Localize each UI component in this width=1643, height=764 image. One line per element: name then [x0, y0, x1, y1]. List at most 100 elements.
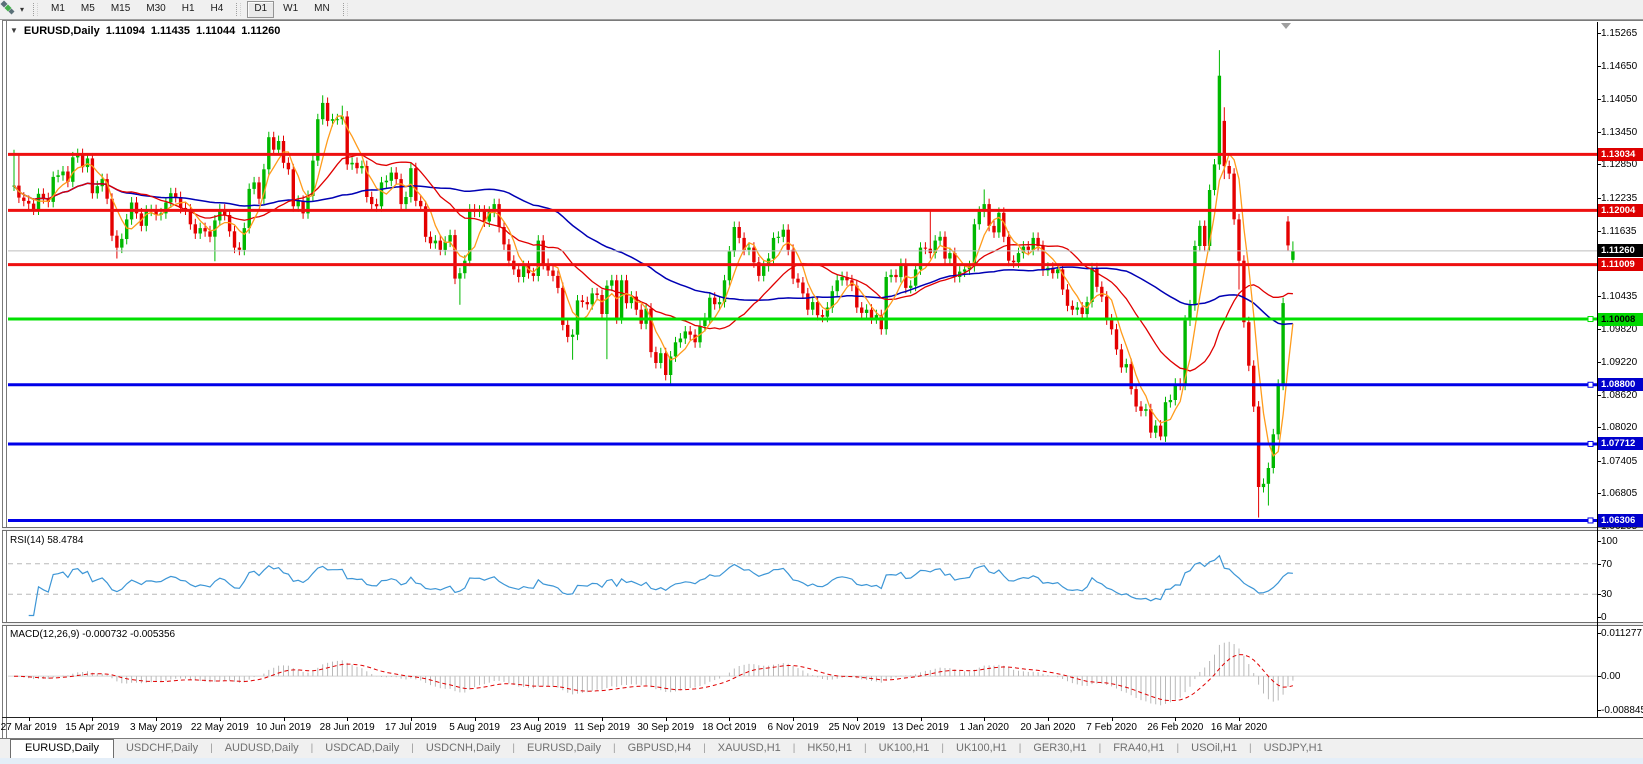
status-strip [0, 758, 1643, 764]
tab-separator: | [1176, 743, 1180, 754]
title-symbol-period: EURUSD,Daily [23, 25, 100, 37]
price-tick-label: 1.12850 [1601, 159, 1638, 171]
price-tick-label: 1.09820 [1601, 324, 1638, 336]
chart-tab-usdchf-daily[interactable]: USDCHF,Daily [125, 742, 199, 754]
price-tick-mark [1597, 295, 1601, 297]
macd-tick-label: -0.008845 [1601, 705, 1643, 716]
macd-tick-mark [1597, 710, 1601, 711]
macd-tick-mark [1597, 633, 1601, 634]
chart-tab-uk100-h1[interactable]: UK100,H1 [956, 742, 1007, 754]
price-tick-mark [1597, 329, 1601, 331]
date-tick-label: 23 Aug 2019 [510, 722, 567, 733]
timeframe-button-w1[interactable]: W1 [283, 3, 299, 14]
date-tick-mark [347, 717, 349, 721]
price-tick-label: 1.14650 [1601, 61, 1638, 73]
pane-separator-macd[interactable] [2, 622, 1643, 626]
tab-separator: | [864, 743, 867, 754]
chart-tab-usdcad-daily[interactable]: USDCAD,Daily [325, 742, 400, 754]
tab-separator: | [512, 743, 516, 754]
ma-line-5 [13, 115, 1294, 458]
date-tick-mark [984, 717, 986, 721]
date-tick-label: 11 Sep 2019 [574, 722, 630, 733]
date-tick-label: 26 Feb 2020 [1147, 722, 1204, 733]
timeframe-buttons: M1 M5 M15 M30 H1 H4 D1 W1 MN [43, 1, 353, 18]
rsi-tick-label: 70 [1601, 558, 1613, 570]
level-price-label-1.11009: 1.11009 [1598, 258, 1643, 272]
chart-tab-gbpusd-h4[interactable]: GBPUSD,H4 [627, 742, 692, 754]
date-tick-mark [920, 717, 922, 721]
date-tick-mark [92, 717, 94, 721]
rsi-line [28, 554, 1293, 617]
price-tick-label: 1.09220 [1601, 356, 1638, 368]
pane-separator-rsi[interactable] [2, 527, 1643, 531]
macd-tick-label: 0.00 [1601, 671, 1621, 683]
timeframe-button-m5[interactable]: M5 [80, 3, 95, 14]
timeframe-button-mn[interactable]: MN [314, 3, 330, 14]
tab-separator: | [703, 743, 706, 754]
chart-objects-icon[interactable] [0, 0, 19, 17]
timeframe-button-d1[interactable]: D1 [247, 1, 275, 18]
rsi-indicator-label: RSI(14) 58.4784 [10, 535, 84, 546]
tab-separator: | [210, 743, 213, 754]
horizontal-lines[interactable] [8, 152, 1597, 524]
date-tick-label: 1 Jan 2020 [959, 722, 1009, 733]
date-tick-label: 13 Dec 2019 [892, 722, 949, 733]
chart-tab-xauusd-h1[interactable]: XAUUSD,H1 [717, 742, 781, 754]
chart-tab-fra40-h1[interactable]: FRA40,H1 [1113, 742, 1165, 754]
timeframe-button-h4[interactable]: H4 [210, 3, 224, 14]
macd-pane [8, 641, 1597, 706]
price-tick-label: 1.14050 [1601, 94, 1638, 106]
timeframe-button-m1[interactable]: M1 [51, 3, 65, 14]
chart-tab-uk100-h1[interactable]: UK100,H1 [878, 742, 930, 754]
chart-tab-eurusd-daily[interactable]: EURUSD,Daily [527, 742, 601, 754]
date-tick-mark [1239, 717, 1240, 721]
date-tick-mark [602, 717, 603, 721]
hline-handle [1587, 381, 1594, 388]
date-tick-mark [793, 717, 795, 721]
chart-tab-audusd-daily[interactable]: AUDUSD,Daily [224, 742, 299, 754]
price-tick-mark [1597, 131, 1601, 133]
price-axis-line [1597, 22, 1598, 717]
timeframe-button-h1[interactable]: H1 [181, 3, 195, 14]
window-border-left-inner [6, 21, 7, 738]
toolbar-grip [236, 3, 242, 16]
level-price-label-1.12004: 1.12004 [1598, 203, 1643, 217]
hline-handle [1587, 316, 1594, 323]
dropdown-arrow-icon[interactable]: ▾ [20, 5, 25, 14]
chart-tab-usoil-h1[interactable]: USOil,H1 [1191, 742, 1237, 754]
price-tick-mark [1597, 33, 1601, 34]
macd-signal-line [13, 654, 1294, 702]
chart-tab-usdjpy-h1[interactable]: USDJPY,H1 [1263, 742, 1323, 754]
date-tick-label: 3 May 2019 [129, 722, 183, 733]
chart-tab-bar: EURUSD,Daily USDCHF,Daily | AUDUSD,Daily | US… [0, 738, 1643, 758]
chart-tabs: EURUSD,Daily USDCHF,Daily | AUDUSD,Daily | US… [10, 738, 1335, 758]
price-tick-mark [1597, 427, 1601, 429]
date-tick-mark [1175, 717, 1177, 721]
timeframe-button-m15[interactable]: M15 [110, 3, 131, 14]
toolbar-grip [33, 3, 39, 16]
date-tick-label: 10 Jun 2019 [255, 722, 312, 733]
price-tick-label: 1.07405 [1601, 455, 1638, 467]
ma-line-50 [13, 182, 1293, 326]
chart-tab-ger30-h1[interactable]: GER30,H1 [1033, 742, 1087, 754]
tab-separator: | [613, 743, 616, 754]
price-tick-label: 1.11635 [1601, 225, 1637, 237]
price-tick-label: 1.10435 [1601, 290, 1638, 302]
timeframe-button-m30[interactable]: M30 [146, 3, 166, 14]
chart-shift-marker-icon [1281, 23, 1291, 29]
date-tick-mark [538, 717, 540, 721]
date-tick-label: 18 Oct 2019 [702, 722, 757, 733]
title-collapse-icon[interactable]: ▼ [10, 26, 18, 35]
macd-histogram [18, 641, 1294, 706]
date-tick-mark [1111, 717, 1113, 721]
title-low: 1.11044 [196, 25, 236, 37]
chart-tab-eurusd-daily[interactable]: EURUSD,Daily [10, 738, 114, 758]
title-high: 1.11435 [150, 25, 191, 37]
rsi-tick-mark [1597, 617, 1601, 618]
macd-indicator-label: MACD(12,26,9) -0.000732 -0.005356 [10, 629, 176, 640]
toolbar-grip [342, 3, 348, 16]
chart-tab-hk50-h1[interactable]: HK50,H1 [807, 742, 853, 754]
tab-separator: | [1018, 743, 1022, 754]
chart-tab-usdcnh-daily[interactable]: USDCNH,Daily [425, 742, 501, 754]
